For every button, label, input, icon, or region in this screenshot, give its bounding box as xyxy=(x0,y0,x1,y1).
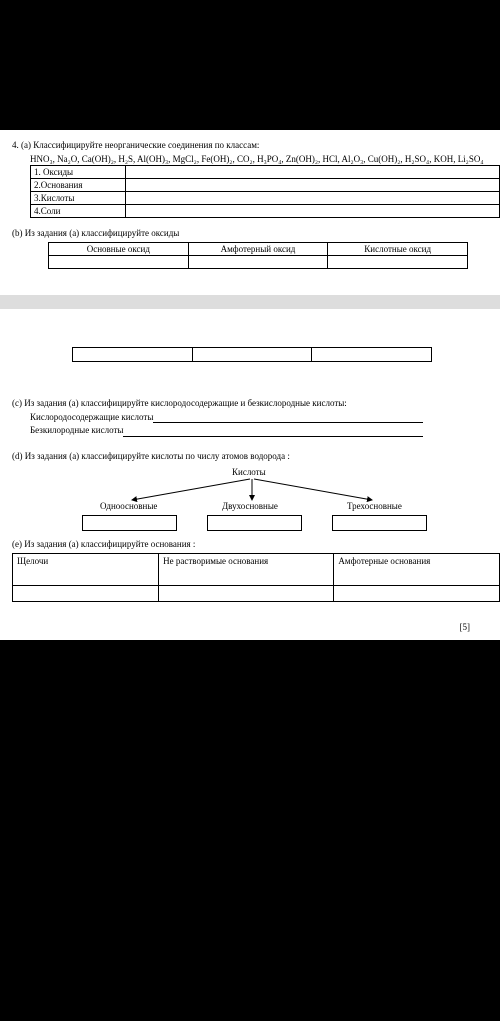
task4e-cell[interactable] xyxy=(13,585,159,601)
task4a-cell[interactable] xyxy=(126,179,500,192)
task4b-cell[interactable] xyxy=(328,256,468,269)
task4a-cell[interactable] xyxy=(126,192,500,205)
task4c-label2: Безкилородные кислоты xyxy=(30,425,123,435)
task4e-prompt: (е) Из задания (а) классифицируйте основ… xyxy=(12,539,500,551)
task4a-cell[interactable] xyxy=(126,166,500,179)
mid-cell[interactable] xyxy=(192,348,312,362)
task4a-row-acids: 3.Кислоты xyxy=(31,192,126,205)
mid-empty-table xyxy=(72,347,432,362)
task4a-compounds: HNO₃, Na₂O, Ca(OH)₂, H₂S, Al(OH)₃, MgCl₂… xyxy=(30,154,500,166)
task4a-cell[interactable] xyxy=(126,205,500,218)
task4c-line2: Безкилородные кислоты xyxy=(30,425,500,437)
fill-line[interactable] xyxy=(123,428,423,437)
diagram-label-mono: Одноосновные xyxy=(100,501,157,511)
diagram-label-tri: Трехосновные xyxy=(347,501,402,511)
task4b-header-acidic: Кислотные оксид xyxy=(328,243,468,256)
task4b-table: Основные оксид Амфотерный оксид Кислотны… xyxy=(48,242,468,269)
diagram-box[interactable] xyxy=(207,515,302,531)
task4c-label1: Кислородосодержащие кислоты xyxy=(30,412,153,422)
task4b-header-amphoteric: Амфотерный оксид xyxy=(188,243,328,256)
task4b-header-basic: Основные оксид xyxy=(49,243,189,256)
task4e-table: Щелочи Не растворимые основания Амфотерн… xyxy=(12,553,500,602)
task4c-prompt: (с) Из задания (а) классифицируйте кисло… xyxy=(12,398,500,410)
page-top: 4. (а) Классифицируйте неорганические со… xyxy=(0,130,500,295)
task4a-table: 1. Оксиды 2.Основания 3.Кислоты 4.Соли xyxy=(30,165,500,218)
task4e-header-alkali: Щелочи xyxy=(13,553,159,585)
task4b-prompt: (b) Из задания (а) классифицируйте оксид… xyxy=(12,228,500,240)
fill-line[interactable] xyxy=(153,414,423,423)
task4a-row-bases: 2.Основания xyxy=(31,179,126,192)
task4e-cell[interactable] xyxy=(159,585,334,601)
diagram-label-di: Двухосновные xyxy=(222,501,278,511)
task4e-header-insoluble: Не растворимые основания xyxy=(159,553,334,585)
task4d-diagram: Кислоты Одноосновные Двухосновные Трехос… xyxy=(52,467,472,537)
task4c-line1: Кислородосодержащие кислоты xyxy=(30,412,500,424)
task4a-row-salts: 4.Соли xyxy=(31,205,126,218)
page-gap xyxy=(0,295,500,309)
diagram-box[interactable] xyxy=(332,515,427,531)
task4a-row-oxides: 1. Оксиды xyxy=(31,166,126,179)
page-mid: (с) Из задания (а) классифицируйте кисло… xyxy=(0,309,500,639)
mid-cell[interactable] xyxy=(312,348,432,362)
task4e-cell[interactable] xyxy=(334,585,500,601)
bottom-black xyxy=(0,640,500,785)
task4d-prompt: (d) Из задания (а) классифицируйте кисло… xyxy=(12,451,500,463)
page-footer: [5] xyxy=(12,622,500,632)
diagram-box[interactable] xyxy=(82,515,177,531)
mid-cell[interactable] xyxy=(73,348,193,362)
task4a-prompt: 4. (а) Классифицируйте неорганические со… xyxy=(12,140,500,152)
task4e-header-amphoteric: Амфотерные основания xyxy=(334,553,500,585)
task4b-cell[interactable] xyxy=(49,256,189,269)
task4b-cell[interactable] xyxy=(188,256,328,269)
